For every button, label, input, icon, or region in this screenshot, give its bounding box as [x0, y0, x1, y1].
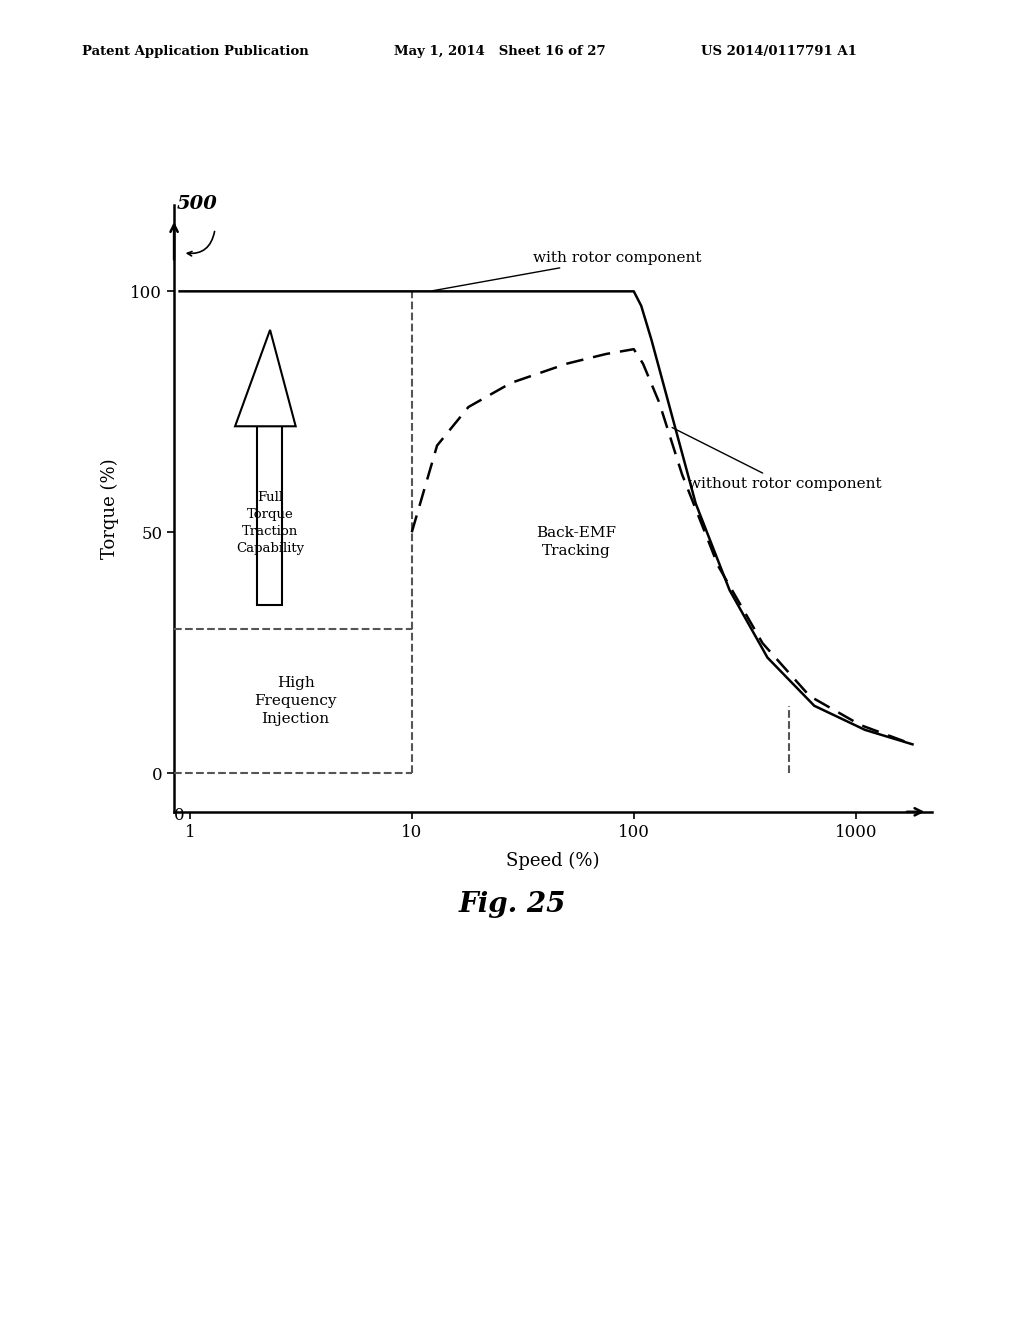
Text: 0: 0: [174, 807, 185, 824]
Bar: [257, 426, 282, 605]
Text: May 1, 2014   Sheet 16 of 27: May 1, 2014 Sheet 16 of 27: [394, 45, 606, 58]
X-axis label: Speed (%): Speed (%): [506, 851, 600, 870]
Text: without rotor component: without rotor component: [672, 428, 882, 491]
Y-axis label: Torque (%): Torque (%): [101, 458, 119, 558]
FancyArrowPatch shape: [187, 231, 215, 256]
Text: High
Frequency
Injection: High Frequency Injection: [254, 676, 337, 726]
Text: 500: 500: [176, 195, 217, 214]
Text: with rotor component: with rotor component: [432, 251, 701, 290]
Polygon shape: [236, 330, 296, 426]
Text: Back-EMF
Tracking: Back-EMF Tracking: [537, 525, 616, 558]
Text: Full
Torque
Traction
Capability: Full Torque Traction Capability: [236, 491, 304, 554]
Text: US 2014/0117791 A1: US 2014/0117791 A1: [701, 45, 857, 58]
Text: Patent Application Publication: Patent Application Publication: [82, 45, 308, 58]
Text: Fig. 25: Fig. 25: [459, 891, 565, 917]
